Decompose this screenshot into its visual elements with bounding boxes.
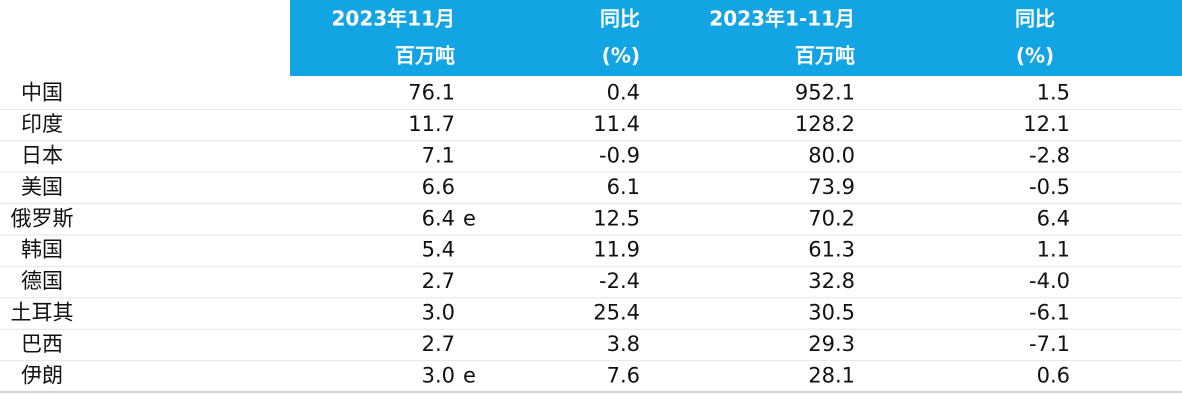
table-cell: 6.4 <box>422 206 455 230</box>
table-cell: 80.0 <box>808 144 855 168</box>
header-cell: 同比 <box>1015 7 1055 31</box>
table-cell: 61.3 <box>808 238 855 262</box>
table-cell: 76.1 <box>408 81 455 105</box>
table-cell: 3.0 <box>422 363 455 387</box>
table-cell: 7.6 <box>607 363 640 387</box>
table-cell: 70.2 <box>808 206 855 230</box>
table-cell: -2.4 <box>599 269 640 293</box>
table-cell: 29.3 <box>808 332 855 356</box>
table-cell: 11.4 <box>593 112 640 136</box>
table-cell: 11.7 <box>408 112 455 136</box>
country-name: 中国 <box>21 81 63 105</box>
table-cell: 952.1 <box>795 81 855 105</box>
header-cell: 2023年1-11月 <box>709 7 855 31</box>
country-name: 韩国 <box>21 238 63 262</box>
table-cell: 12.5 <box>593 206 640 230</box>
table-cell: -4.0 <box>1029 269 1070 293</box>
header-cell: 2023年11月 <box>332 7 456 31</box>
table-cell: 32.8 <box>808 269 855 293</box>
table-cell: 2.7 <box>422 269 455 293</box>
table-cell: 0.6 <box>1037 363 1070 387</box>
table-cell: 1.5 <box>1037 81 1070 105</box>
table-cell: 12.1 <box>1023 112 1070 136</box>
table-cell: 73.9 <box>808 175 855 199</box>
estimate-note: e <box>463 363 476 387</box>
table-cell: 6.1 <box>607 175 640 199</box>
table-cell: 28.1 <box>808 363 855 387</box>
table-cell: -6.1 <box>1029 301 1070 325</box>
header-cell: 同比 <box>600 7 640 31</box>
table-cell: 6.4 <box>1037 206 1070 230</box>
table-cell: 6.6 <box>422 175 455 199</box>
table-cell: 0.4 <box>607 81 640 105</box>
table-cell: -0.5 <box>1029 175 1070 199</box>
country-name: 巴西 <box>21 332 63 356</box>
table-cell: 1.1 <box>1037 238 1070 262</box>
table-cell: 7.1 <box>422 144 455 168</box>
table-cell: 5.4 <box>422 238 455 262</box>
table-cell: -0.9 <box>599 144 640 168</box>
country-name: 土耳其 <box>11 301 74 325</box>
header-cell: 百万吨 <box>795 44 855 68</box>
table-cell: 2.7 <box>422 332 455 356</box>
table-cell: 3.8 <box>607 332 640 356</box>
header-cell: (%) <box>602 44 640 68</box>
header-cell: (%) <box>1016 44 1054 68</box>
table-cell: 25.4 <box>593 301 640 325</box>
estimate-note: e <box>463 206 476 230</box>
table-cell: -7.1 <box>1029 332 1070 356</box>
country-name: 俄罗斯 <box>11 206 74 230</box>
table-cell: -2.8 <box>1029 144 1070 168</box>
table-cell: 30.5 <box>808 301 855 325</box>
table-cell: 128.2 <box>795 112 855 136</box>
table-cell: 11.9 <box>593 238 640 262</box>
header-background <box>290 0 1182 76</box>
table-cell: 3.0 <box>422 301 455 325</box>
header-cell: 百万吨 <box>395 44 455 68</box>
country-name: 印度 <box>21 112 63 136</box>
country-name: 美国 <box>21 175 63 199</box>
country-name: 伊朗 <box>21 363 63 387</box>
country-name: 德国 <box>21 269 63 293</box>
country-name: 日本 <box>21 144 63 168</box>
